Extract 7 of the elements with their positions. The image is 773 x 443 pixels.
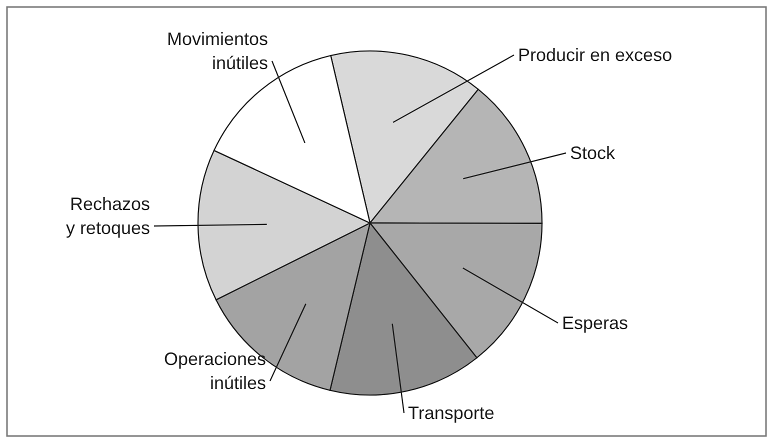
slice-label: Rechazos y retoques <box>66 194 150 238</box>
slice-label: Transporte <box>408 403 494 423</box>
slice-label: Movimientos inútiles <box>166 29 268 73</box>
slice-label: Operaciones inútiles <box>164 349 266 393</box>
slice-label: Producir en exceso <box>518 45 672 65</box>
slice-label: Stock <box>570 143 616 163</box>
slice-label: Esperas <box>562 313 628 333</box>
